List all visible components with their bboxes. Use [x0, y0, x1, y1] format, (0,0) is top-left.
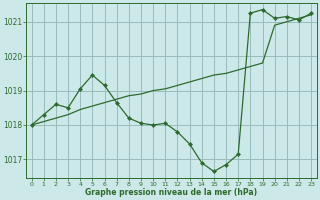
X-axis label: Graphe pression niveau de la mer (hPa): Graphe pression niveau de la mer (hPa)	[85, 188, 257, 197]
